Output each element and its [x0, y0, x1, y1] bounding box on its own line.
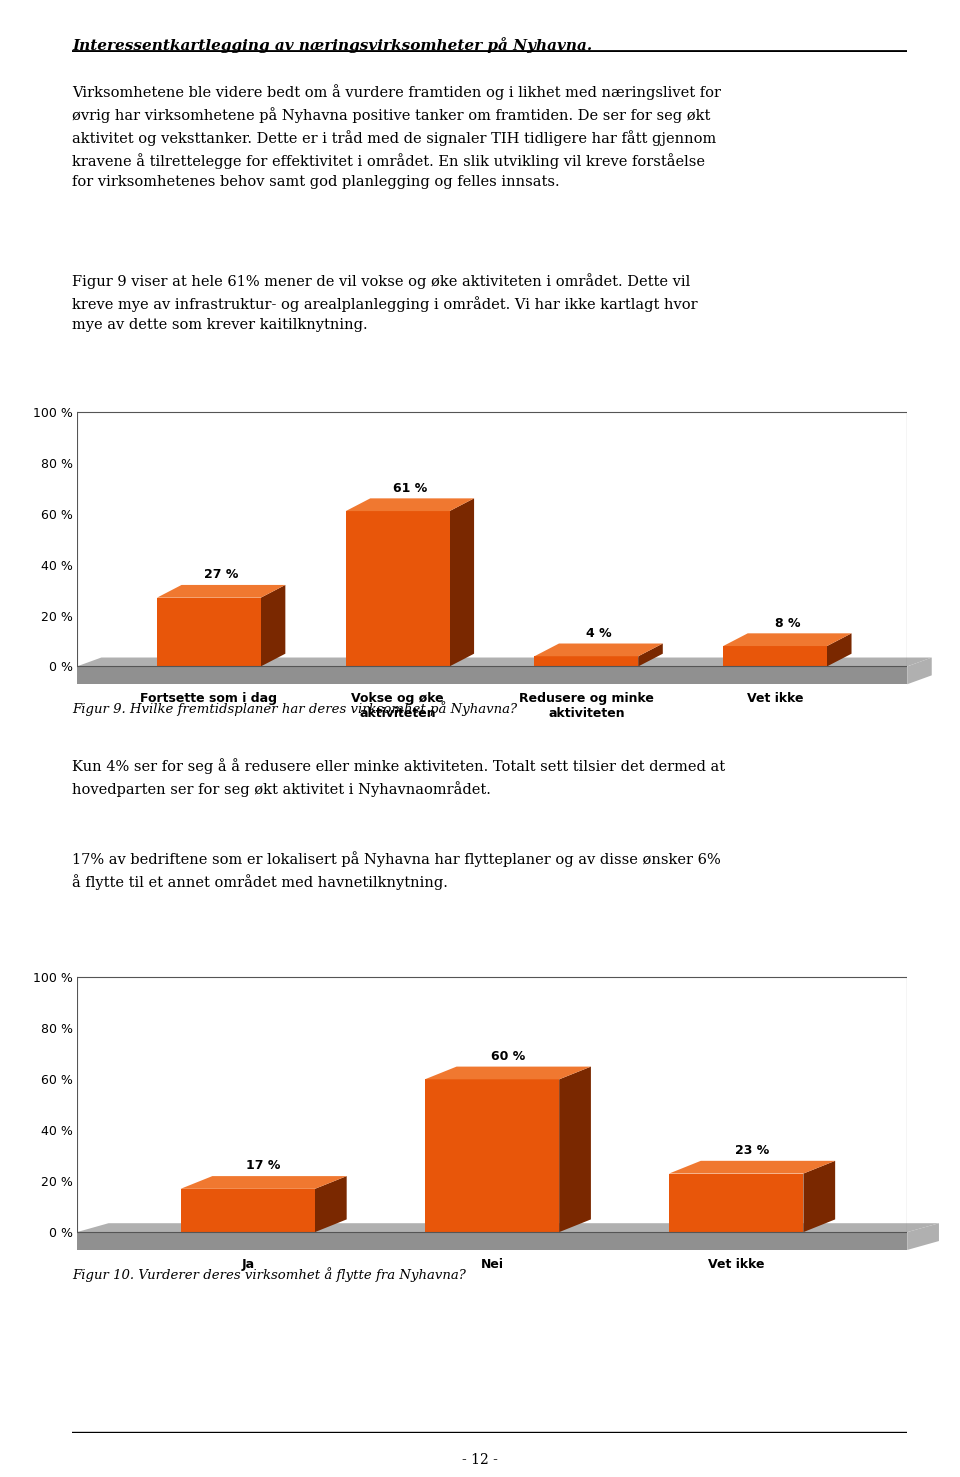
Text: Figur 9 viser at hele 61% mener de vil vokse og øke aktiviteten i området. Dette: Figur 9 viser at hele 61% mener de vil v…: [72, 273, 698, 332]
Polygon shape: [157, 598, 261, 666]
Polygon shape: [535, 656, 638, 666]
Polygon shape: [425, 1080, 559, 1232]
Polygon shape: [346, 511, 449, 666]
Polygon shape: [804, 1161, 835, 1232]
Polygon shape: [425, 1066, 591, 1080]
Polygon shape: [77, 666, 907, 684]
Polygon shape: [907, 1223, 939, 1250]
Text: Interessentkartlegging av næringsvirksomheter på Nyhavna.: Interessentkartlegging av næringsvirksom…: [72, 37, 592, 53]
Polygon shape: [669, 1161, 835, 1174]
Polygon shape: [346, 498, 474, 511]
Polygon shape: [157, 585, 285, 598]
Polygon shape: [315, 1176, 347, 1232]
Polygon shape: [180, 1189, 315, 1232]
Text: - 12 -: - 12 -: [462, 1453, 498, 1467]
Polygon shape: [449, 498, 474, 666]
Polygon shape: [907, 657, 932, 684]
Polygon shape: [180, 1176, 347, 1189]
Text: 23 %: 23 %: [735, 1145, 769, 1156]
Text: 8 %: 8 %: [775, 616, 800, 629]
Text: Figur 10. Vurderer deres virksomhet å flytte fra Nyhavna?: Figur 10. Vurderer deres virksomhet å fl…: [72, 1267, 466, 1282]
Text: 61 %: 61 %: [393, 482, 427, 495]
Polygon shape: [827, 634, 852, 666]
Polygon shape: [77, 1232, 907, 1250]
Polygon shape: [723, 645, 827, 666]
Polygon shape: [638, 644, 662, 666]
Text: Figur 9. Hvilke fremtidsplaner har deres virksomhet på Nyhavna?: Figur 9. Hvilke fremtidsplaner har deres…: [72, 702, 517, 716]
Text: 27 %: 27 %: [204, 569, 238, 580]
Polygon shape: [669, 1174, 804, 1232]
Text: Virksomhetene ble videre bedt om å vurdere framtiden og i likhet med næringslive: Virksomhetene ble videre bedt om å vurde…: [72, 84, 721, 189]
Polygon shape: [77, 657, 932, 666]
Text: Kun 4% ser for seg å å redusere eller minke aktiviteten. Totalt sett tilsier det: Kun 4% ser for seg å å redusere eller mi…: [72, 758, 725, 796]
Polygon shape: [535, 644, 662, 656]
Text: 17 %: 17 %: [247, 1159, 281, 1173]
Polygon shape: [77, 1223, 939, 1232]
Polygon shape: [559, 1066, 591, 1232]
Polygon shape: [723, 634, 852, 645]
Text: 17% av bedriftene som er lokalisert på Nyhavna har flytteplaner og av disse ønsk: 17% av bedriftene som er lokalisert på N…: [72, 851, 721, 889]
Text: 4 %: 4 %: [586, 626, 612, 640]
Text: 60 %: 60 %: [491, 1050, 525, 1063]
Polygon shape: [261, 585, 285, 666]
